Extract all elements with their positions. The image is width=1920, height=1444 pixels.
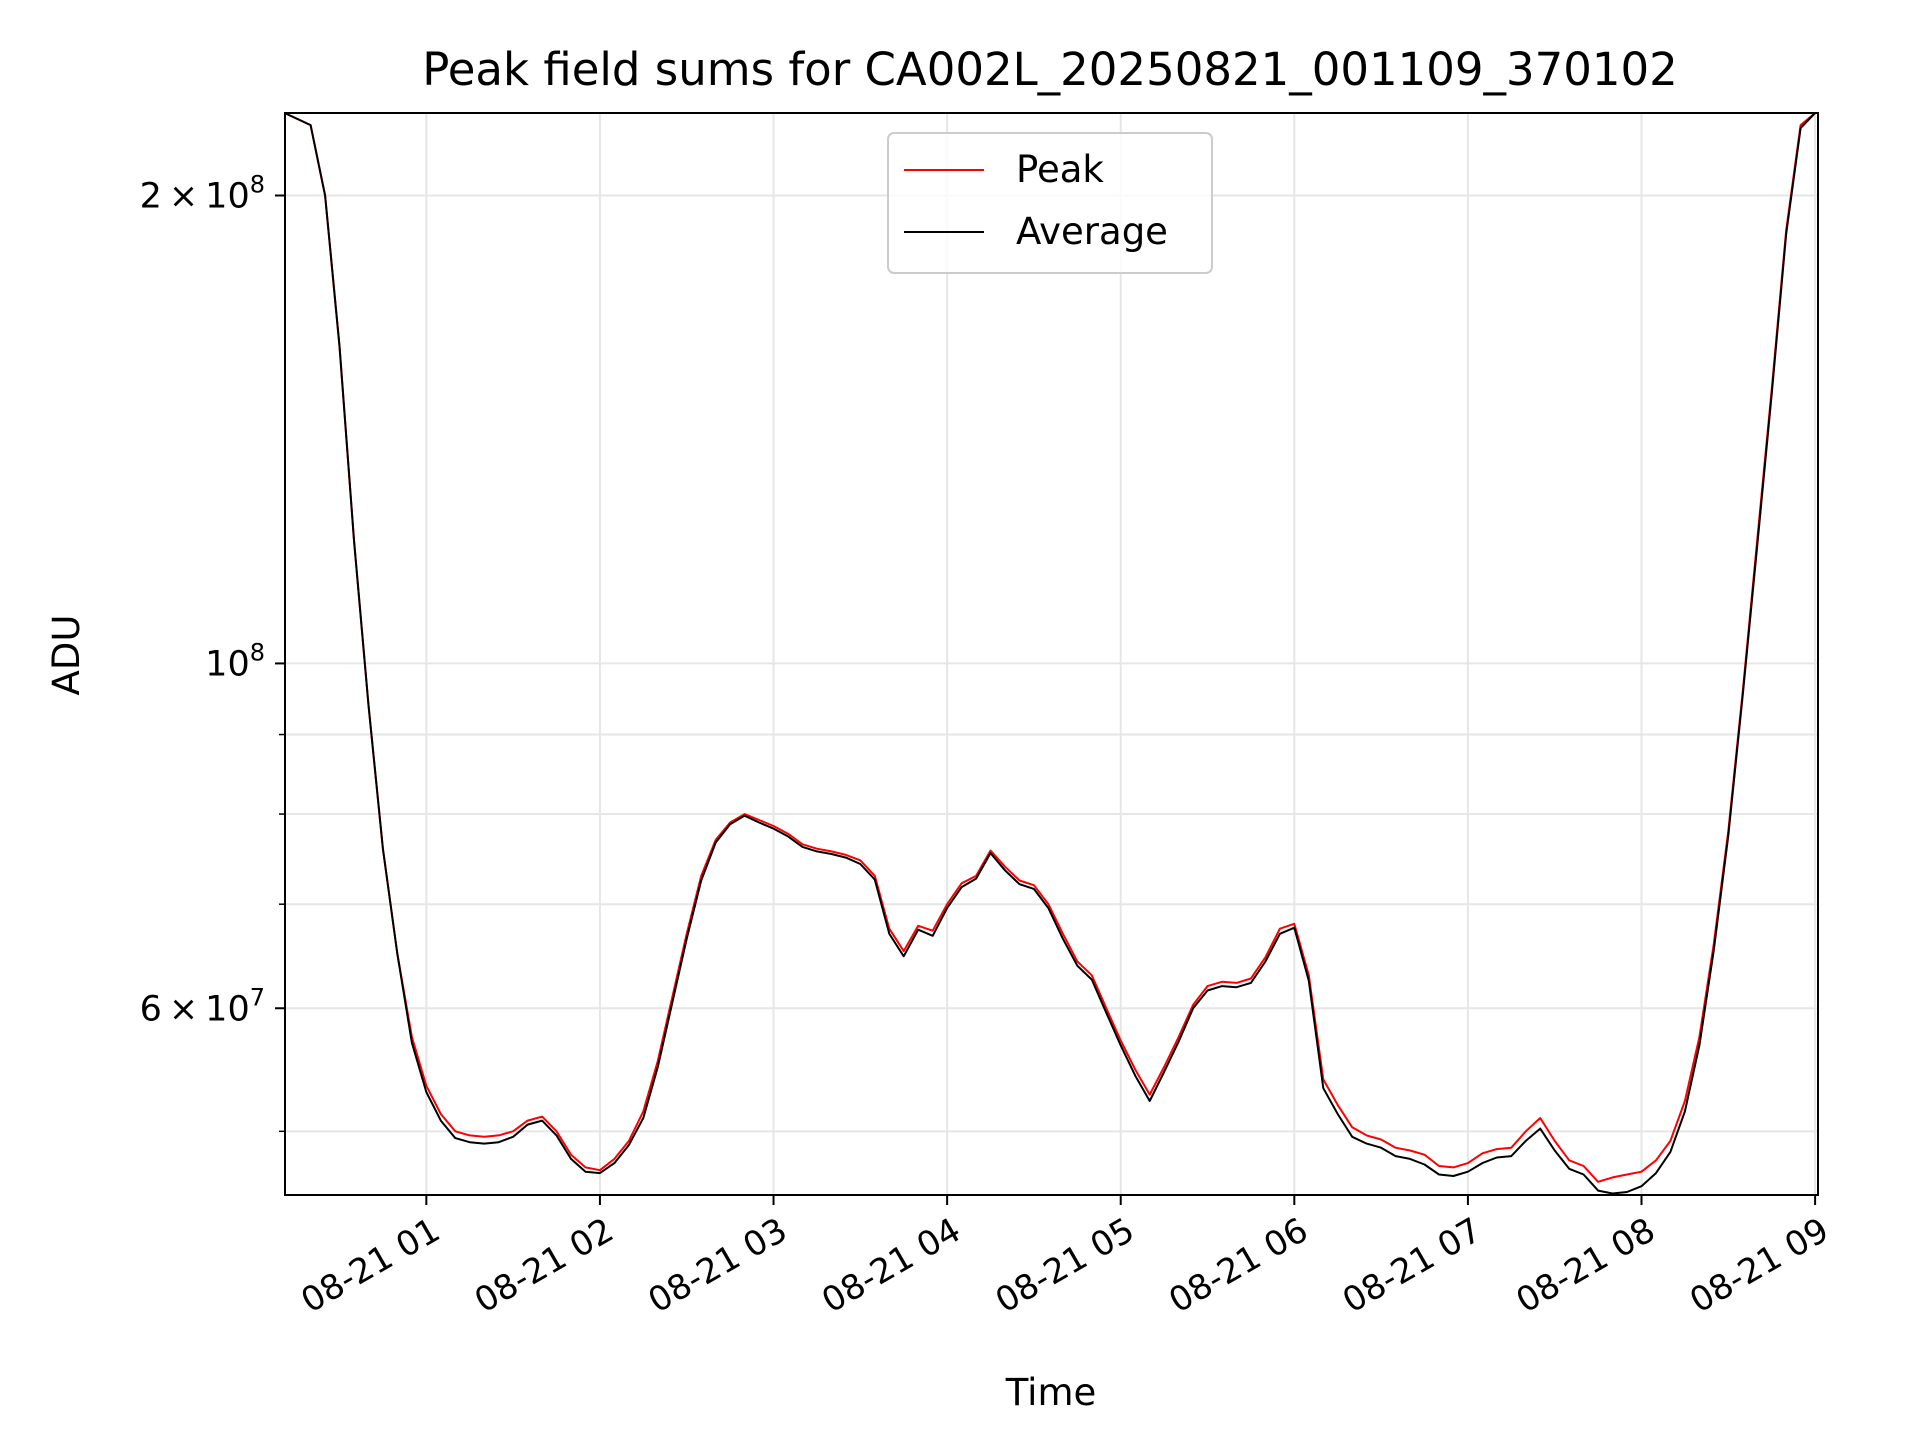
y-tick-base: 10 xyxy=(205,989,250,1029)
legend-box xyxy=(887,132,1213,274)
y-tick-label: 6 × 107 xyxy=(140,983,265,1029)
y-tick-base: 10 xyxy=(205,177,250,217)
y-tick-base: 10 xyxy=(205,644,250,684)
y-tick-exponent: 8 xyxy=(250,638,265,666)
y-tick-exponent: 8 xyxy=(250,171,265,199)
y-tick-coefficient: 6 xyxy=(140,989,162,1029)
legend-label-average: Average xyxy=(1016,210,1168,253)
y-tick-label: 108 xyxy=(205,638,265,684)
series-line-average xyxy=(284,112,1816,1195)
legend: Peak Average xyxy=(887,132,1213,274)
x-axis-label: Time xyxy=(1005,1371,1097,1414)
y-tick-times-sign: × xyxy=(162,177,205,217)
plot-series xyxy=(284,112,1816,1195)
y-tick-times-sign: × xyxy=(162,989,205,1029)
y-tick-coefficient: 2 xyxy=(140,177,162,217)
plot-frame xyxy=(284,112,1819,1196)
legend-label-peak: Peak xyxy=(1016,148,1104,191)
chart-title: Peak field sums for CA002L_20250821_0011… xyxy=(422,43,1678,96)
y-tick-exponent: 7 xyxy=(250,983,265,1011)
grid xyxy=(285,113,1818,1195)
series-line-peak xyxy=(284,112,1816,1183)
y-tick-label: 2 × 108 xyxy=(140,171,265,217)
y-axis-label: ADU xyxy=(45,615,88,696)
